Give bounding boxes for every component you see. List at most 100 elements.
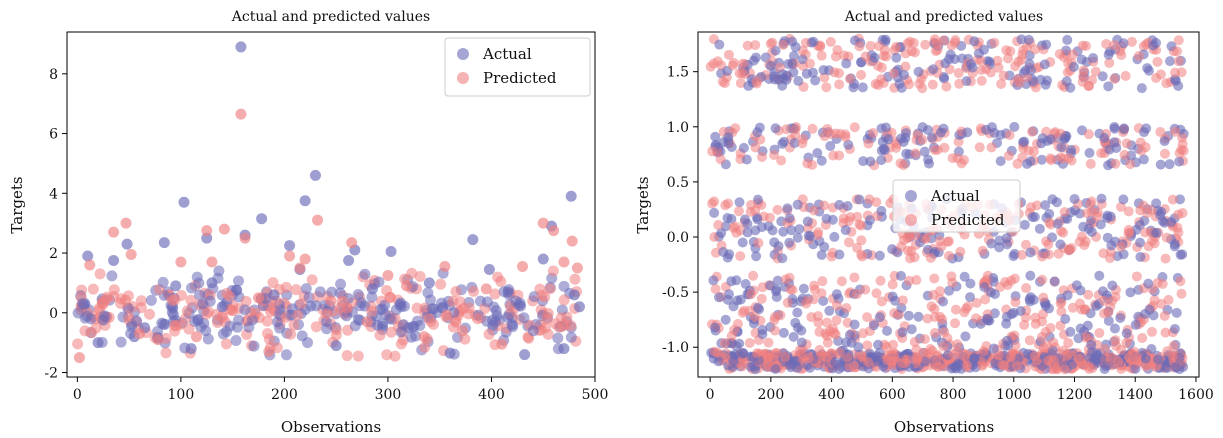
right-point-predicted (920, 39, 931, 50)
right-point-actual (1073, 333, 1084, 344)
left-cloud-point (167, 309, 179, 321)
left-cloud-point (450, 285, 462, 297)
right-point-actual (752, 214, 763, 225)
right-x-tick-label: 400 (818, 387, 845, 403)
right-point-actual (1060, 133, 1071, 144)
left-cloud-point (158, 318, 170, 330)
right-point-actual (1052, 218, 1063, 229)
right-point-predicted (1003, 150, 1014, 161)
right-point-actual (857, 82, 868, 93)
right-point-actual (1071, 280, 1082, 291)
right-point-predicted (955, 246, 966, 257)
right-point-actual (1097, 286, 1108, 297)
right-point-predicted (814, 344, 825, 355)
right-point-actual (798, 283, 809, 294)
right-point-actual (1066, 144, 1077, 155)
right-point-actual (854, 194, 865, 205)
left-cloud-point (422, 287, 434, 299)
right-point-actual (709, 207, 720, 218)
right-point-actual (1134, 220, 1145, 231)
right-point-actual (946, 363, 957, 374)
left-cloud-point (481, 296, 493, 308)
right-point-actual (792, 232, 803, 243)
right-point-actual (720, 314, 731, 325)
left-cloud-point (144, 308, 156, 320)
left-point-actual (423, 277, 435, 289)
left-point-actual (483, 263, 495, 275)
left-cloud-point (336, 295, 348, 307)
right-point-predicted (1120, 70, 1131, 81)
left-point-predicted (456, 325, 468, 337)
right-point-actual (986, 238, 997, 249)
left-cloud-point (384, 313, 396, 325)
right-point-actual (1015, 306, 1026, 317)
right-point-predicted (729, 324, 740, 335)
right-point-predicted (1023, 145, 1034, 156)
right-point-actual (710, 322, 721, 333)
left-cloud-point (489, 288, 501, 300)
right-point-predicted (1029, 351, 1040, 362)
right-point-actual (1151, 37, 1162, 48)
left-cloud-point (262, 328, 274, 340)
right-point-predicted (828, 150, 839, 161)
right-point-predicted (832, 44, 843, 55)
right-point-actual (1169, 323, 1180, 334)
right-point-predicted (1037, 316, 1048, 327)
left-legend-label-actual: Actual (482, 45, 532, 63)
left-cloud-point (310, 321, 322, 333)
right-point-predicted (1011, 360, 1022, 371)
left-cloud-point (135, 302, 147, 314)
right-point-actual (1136, 83, 1147, 94)
right-point-predicted (831, 315, 842, 326)
right-point-predicted (1160, 253, 1171, 264)
left-cloud-point (552, 332, 564, 344)
right-point-actual (752, 302, 763, 313)
right-point-actual (829, 231, 840, 242)
left-cloud-point (441, 309, 453, 321)
left-y-tick-label: 8 (49, 67, 58, 83)
right-point-predicted (804, 58, 815, 69)
right-point-predicted (746, 289, 757, 300)
right-point-actual (1075, 323, 1086, 334)
right-point-predicted (801, 298, 812, 309)
right-point-predicted (752, 348, 763, 359)
right-point-predicted (746, 199, 757, 210)
left-cloud-point (243, 321, 255, 333)
right-point-actual (913, 66, 924, 77)
right-point-predicted (1058, 227, 1069, 238)
right-point-predicted (751, 76, 762, 87)
right-point-actual (1036, 154, 1047, 165)
left-cloud-point (558, 280, 570, 292)
right-point-actual (1074, 208, 1085, 219)
right-point-predicted (1159, 310, 1170, 321)
right-point-actual (1171, 307, 1182, 318)
right-point-actual (777, 138, 788, 149)
right-point-actual (1146, 343, 1157, 354)
left-point-actual (519, 349, 531, 361)
right-point-predicted (986, 142, 997, 153)
right-point-actual (1084, 147, 1095, 158)
right-point-actual (1062, 34, 1073, 45)
left-cloud-point (352, 350, 364, 362)
right-point-predicted (953, 68, 964, 79)
right-point-actual (818, 64, 829, 75)
right-point-actual (898, 136, 909, 147)
right-point-predicted (1063, 245, 1074, 256)
right-point-predicted (756, 293, 767, 304)
right-point-predicted (862, 312, 873, 323)
left-cloud-point (221, 287, 233, 299)
right-point-actual (1040, 300, 1051, 311)
right-point-predicted (920, 233, 931, 244)
left-x-axis-label: Observations (281, 418, 381, 436)
right-point-actual (713, 292, 724, 303)
right-point-actual (973, 48, 984, 59)
right-point-actual (1041, 39, 1052, 50)
left-cloud-point (193, 289, 205, 301)
right-point-predicted (925, 252, 936, 263)
right-point-actual (738, 348, 749, 359)
right-point-predicted (971, 297, 982, 308)
right-point-actual (794, 224, 805, 235)
right-point-actual (1109, 323, 1120, 334)
right-point-actual (1118, 194, 1129, 205)
